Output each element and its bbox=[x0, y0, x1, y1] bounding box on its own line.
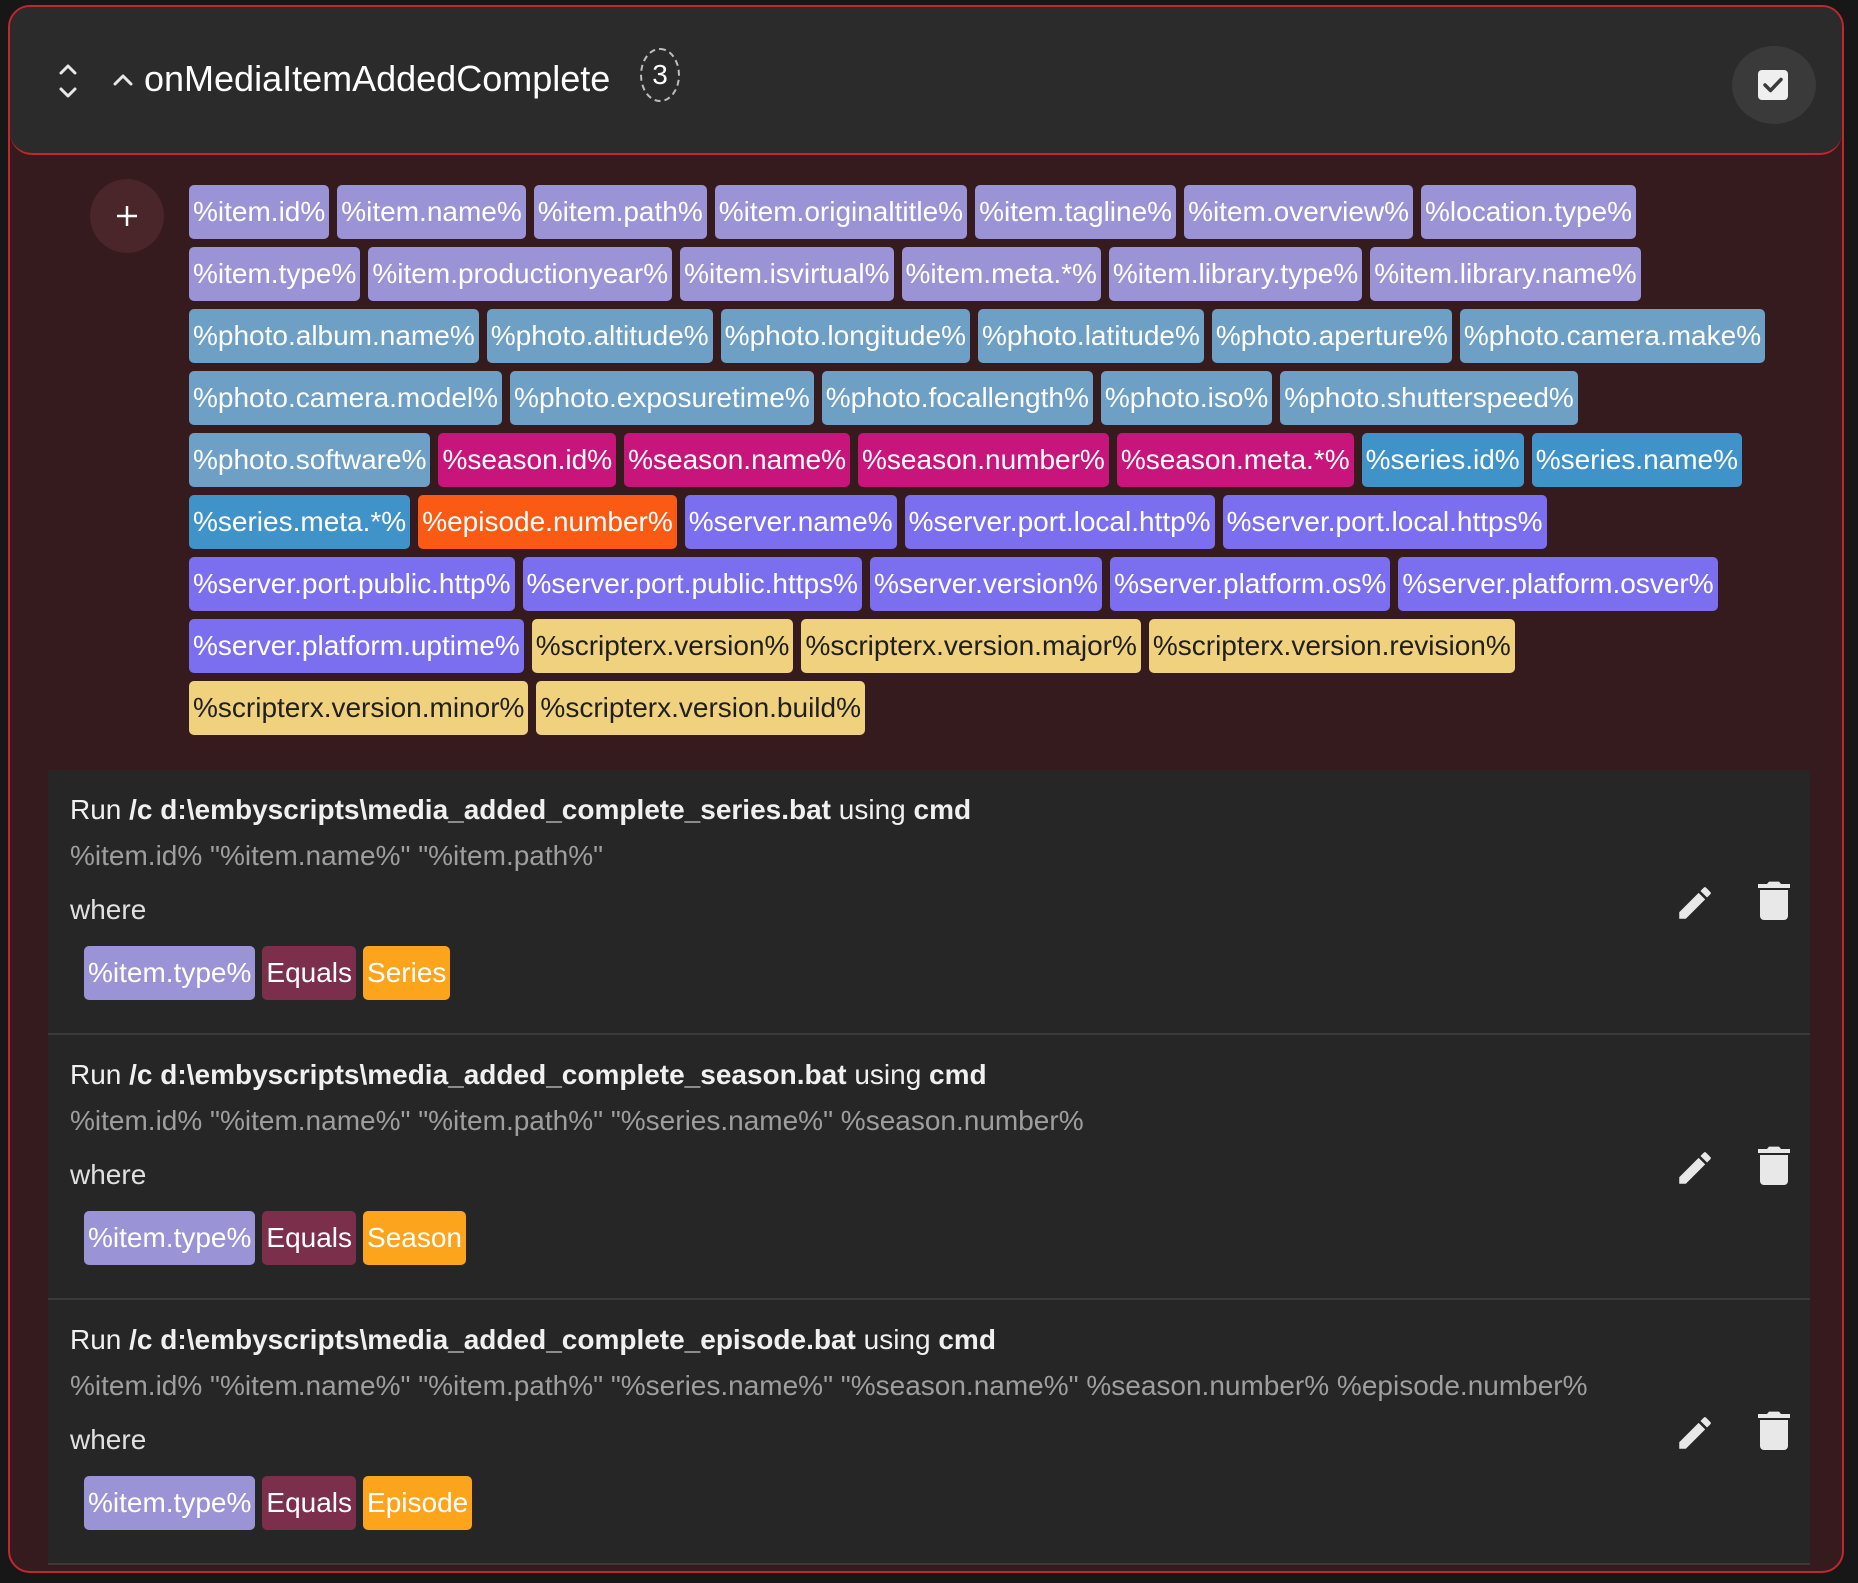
condition-operator: Equals bbox=[262, 1211, 357, 1265]
variable-chip[interactable]: %photo.camera.model% bbox=[189, 371, 503, 425]
check-mark-icon bbox=[1763, 77, 1783, 93]
condition-operator: Equals bbox=[262, 946, 357, 1000]
variable-chip[interactable]: %server.name% bbox=[684, 495, 897, 549]
variable-chip[interactable]: %photo.aperture% bbox=[1211, 309, 1452, 363]
variable-chip[interactable]: %photo.software% bbox=[189, 433, 431, 487]
trash-icon[interactable] bbox=[1758, 1410, 1790, 1450]
variable-chip[interactable]: %item.productionyear% bbox=[368, 247, 673, 301]
variable-chip[interactable]: %scripterx.version.major% bbox=[801, 619, 1141, 673]
variable-chip[interactable]: %item.name% bbox=[337, 185, 526, 239]
variable-chip[interactable]: %series.name% bbox=[1531, 433, 1743, 487]
action-command: Run /c d:\embyscripts\media_added_comple… bbox=[70, 1324, 996, 1355]
variable-chip[interactable]: %server.port.local.http% bbox=[904, 495, 1215, 549]
variable-chip[interactable]: %server.platform.osver% bbox=[1398, 557, 1718, 611]
script-path: /c d:\embyscripts\media_added_complete_s… bbox=[129, 1059, 847, 1090]
condition: %item.type% Equals Series bbox=[84, 946, 451, 1000]
variable-chip[interactable]: %server.platform.uptime% bbox=[189, 619, 524, 673]
event-title: onMediaItemAddedComplete bbox=[144, 58, 611, 99]
condition-value: Episode bbox=[363, 1476, 473, 1530]
plus-icon bbox=[117, 206, 137, 226]
variable-chip[interactable]: %series.id% bbox=[1361, 433, 1524, 487]
condition: %item.type% Equals Episode bbox=[84, 1476, 473, 1530]
variable-chip[interactable]: %item.tagline% bbox=[975, 185, 1177, 239]
variable-chip[interactable]: %location.type% bbox=[1421, 185, 1637, 239]
variable-chip[interactable]: %photo.camera.make% bbox=[1459, 309, 1766, 363]
variable-chip[interactable]: %scripterx.version% bbox=[531, 619, 794, 673]
where-label: where bbox=[70, 1424, 147, 1455]
script-path: /c d:\embyscripts\media_added_complete_e… bbox=[129, 1324, 856, 1355]
variable-chip[interactable]: %item.overview% bbox=[1184, 185, 1414, 239]
action-list: Run /c d:\embyscripts\media_added_comple… bbox=[48, 770, 1810, 1565]
variable-chip[interactable]: %photo.iso% bbox=[1100, 371, 1273, 425]
variable-chip[interactable]: %server.port.local.https% bbox=[1222, 495, 1547, 549]
event-header[interactable]: onMediaItemAddedComplete 3 bbox=[10, 7, 1842, 155]
action-row: Run /c d:\embyscripts\media_added_comple… bbox=[48, 770, 1810, 1035]
checkbox-icon bbox=[1758, 70, 1788, 100]
variable-chip[interactable]: %photo.latitude% bbox=[977, 309, 1204, 363]
action-arguments: %item.id% "%item.name%" "%item.path%" bbox=[70, 840, 604, 871]
add-action-button[interactable] bbox=[90, 179, 164, 253]
interpreter-name: cmd bbox=[929, 1059, 987, 1090]
variable-chip[interactable]: %item.meta.*% bbox=[901, 247, 1101, 301]
variable-chip[interactable]: %season.id% bbox=[438, 433, 617, 487]
action-row: Run /c d:\embyscripts\media_added_comple… bbox=[48, 1300, 1810, 1565]
variable-chip[interactable]: %server.port.public.https% bbox=[522, 557, 862, 611]
pencil-icon[interactable] bbox=[1674, 882, 1716, 924]
variable-chip[interactable]: %server.port.public.http% bbox=[189, 557, 515, 611]
variable-chip-list: %item.id% %item.name% %item.path% %item.ori… bbox=[189, 185, 1794, 735]
variable-chip[interactable]: %photo.exposuretime% bbox=[510, 371, 814, 425]
variable-chip[interactable]: %photo.longitude% bbox=[720, 309, 970, 363]
pencil-icon[interactable] bbox=[1674, 1147, 1716, 1189]
enable-toggle[interactable] bbox=[1732, 46, 1816, 124]
unfold-icon[interactable] bbox=[56, 61, 80, 101]
variable-chip[interactable]: %item.type% bbox=[189, 247, 361, 301]
trash-icon[interactable] bbox=[1758, 1145, 1790, 1185]
variable-chip[interactable]: %item.path% bbox=[533, 185, 707, 239]
pencil-icon[interactable] bbox=[1674, 1412, 1716, 1454]
variable-chip[interactable]: %photo.focallength% bbox=[821, 371, 1093, 425]
variable-chip[interactable]: %episode.number% bbox=[418, 495, 677, 549]
script-path: /c d:\embyscripts\media_added_complete_s… bbox=[129, 794, 832, 825]
variable-chip[interactable]: %photo.album.name% bbox=[189, 309, 479, 363]
variable-chip[interactable]: %season.number% bbox=[858, 433, 1109, 487]
condition-variable: %item.type% bbox=[84, 1211, 256, 1265]
variable-chip[interactable]: %item.id% bbox=[189, 185, 330, 239]
variable-chip[interactable]: %photo.shutterspeed% bbox=[1280, 371, 1578, 425]
action-arguments: %item.id% "%item.name%" "%item.path%" "%… bbox=[70, 1105, 1084, 1136]
variable-chip[interactable]: %season.meta.*% bbox=[1116, 433, 1354, 487]
variable-chip[interactable]: %server.platform.os% bbox=[1110, 557, 1391, 611]
condition-operator: Equals bbox=[262, 1476, 357, 1530]
where-label: where bbox=[70, 894, 147, 925]
condition-value: Season bbox=[363, 1211, 466, 1265]
condition: %item.type% Equals Season bbox=[84, 1211, 466, 1265]
action-command: Run /c d:\embyscripts\media_added_comple… bbox=[70, 794, 972, 825]
variable-chip[interactable]: %scripterx.version.minor% bbox=[189, 681, 529, 735]
variable-chip[interactable]: %series.meta.*% bbox=[189, 495, 411, 549]
trash-icon[interactable] bbox=[1758, 880, 1790, 920]
variable-chip[interactable]: %item.library.name% bbox=[1370, 247, 1641, 301]
variable-chip[interactable]: %server.version% bbox=[870, 557, 1103, 611]
condition-value: Series bbox=[363, 946, 451, 1000]
interpreter-name: cmd bbox=[913, 794, 972, 825]
variable-chip[interactable]: %season.name% bbox=[624, 433, 851, 487]
condition-variable: %item.type% bbox=[84, 946, 256, 1000]
action-count-badge: 3 bbox=[640, 48, 680, 102]
variable-chip[interactable]: %item.library.type% bbox=[1108, 247, 1363, 301]
action-command: Run /c d:\embyscripts\media_added_comple… bbox=[70, 1059, 987, 1090]
variable-chip[interactable]: %item.isvirtual% bbox=[680, 247, 894, 301]
action-row: Run /c d:\embyscripts\media_added_comple… bbox=[48, 1035, 1810, 1300]
interpreter-name: cmd bbox=[938, 1324, 996, 1355]
variable-chip[interactable]: %scripterx.version.build% bbox=[536, 681, 865, 735]
where-label: where bbox=[70, 1159, 147, 1190]
event-panel: onMediaItemAddedComplete 3 %item.id% %ite… bbox=[8, 5, 1844, 1573]
condition-variable: %item.type% bbox=[84, 1476, 256, 1530]
variable-chip[interactable]: %scripterx.version.revision% bbox=[1148, 619, 1515, 673]
variable-chip[interactable]: %item.originaltitle% bbox=[714, 185, 968, 239]
variable-chip[interactable]: %photo.altitude% bbox=[486, 309, 713, 363]
chevron-up-icon[interactable] bbox=[108, 67, 138, 91]
action-arguments: %item.id% "%item.name%" "%item.path%" "%… bbox=[70, 1370, 1588, 1401]
